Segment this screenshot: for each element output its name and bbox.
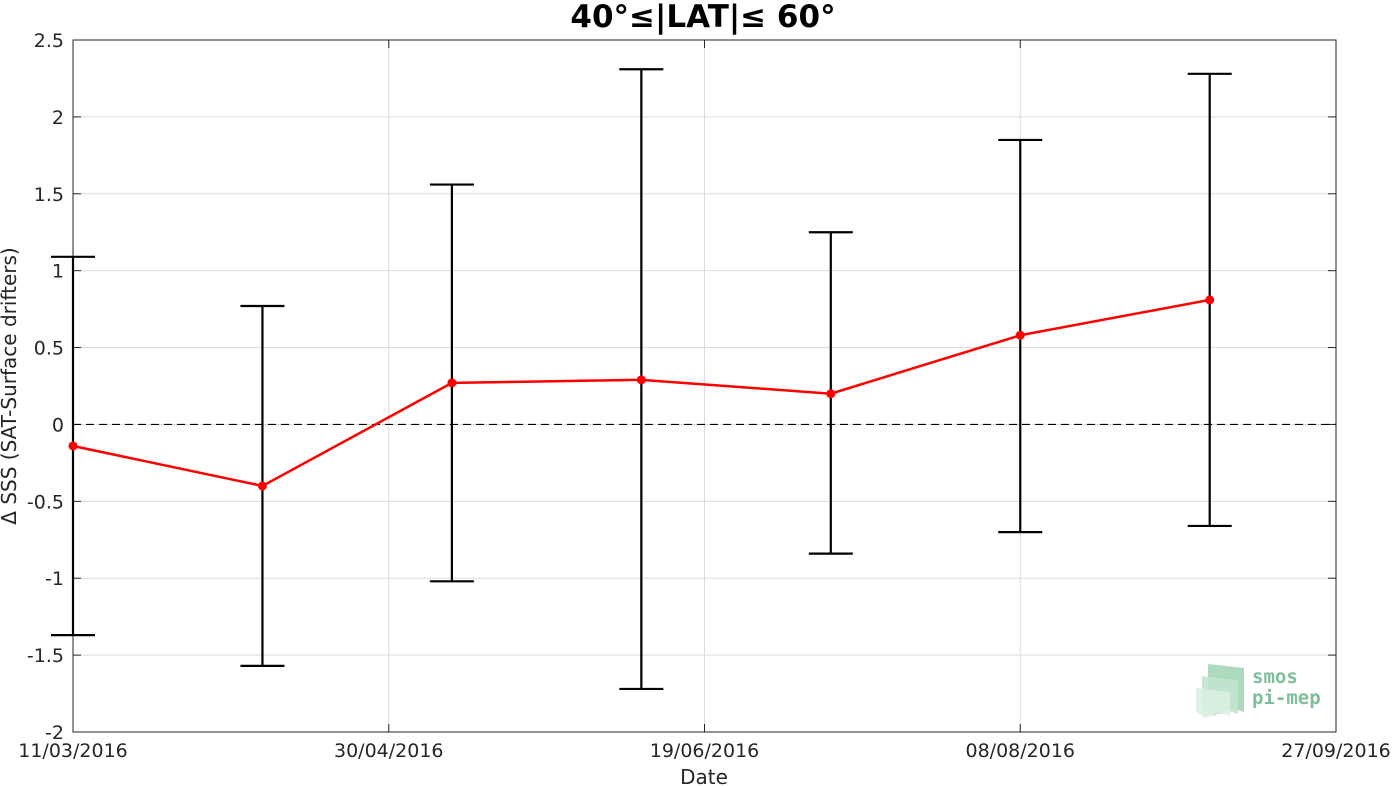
x-tick-label: 11/03/2016 bbox=[18, 740, 128, 762]
logo-mark-icon bbox=[1196, 664, 1244, 718]
data-points bbox=[68, 295, 1215, 491]
logo-text-line2: pi-mep bbox=[1252, 687, 1321, 709]
data-point bbox=[636, 375, 646, 385]
data-point bbox=[68, 441, 78, 451]
x-tick-labels: 11/03/2016 30/04/2016 19/06/2016 08/08/2016… bbox=[18, 740, 1391, 762]
y-tick-label: -2 bbox=[45, 722, 64, 744]
y-tick-label: 1.5 bbox=[34, 184, 64, 206]
x-tick-label: 08/08/2016 bbox=[965, 740, 1075, 762]
data-point bbox=[257, 481, 267, 491]
y-tick-label: 2 bbox=[52, 107, 64, 129]
x-tick-label: 30/04/2016 bbox=[334, 740, 444, 762]
smos-pi-mep-logo: smos pi-mep bbox=[1196, 664, 1321, 718]
data-point bbox=[1205, 295, 1215, 305]
y-axis-label: Δ SSS (SAT-Surface drifters) bbox=[0, 247, 21, 524]
axis-ticks bbox=[72, 39, 1337, 733]
y-tick-label: 1 bbox=[52, 261, 64, 283]
x-tick-label: 27/09/2016 bbox=[1281, 740, 1391, 762]
x-axis-label: Date bbox=[680, 765, 728, 786]
y-tick-label: -1 bbox=[45, 568, 64, 590]
chart-title: 40°≤|LAT|≤ 60° bbox=[570, 0, 835, 35]
data-point bbox=[447, 378, 457, 388]
y-tick-labels: 2.5 2 1.5 1 0.5 0 -0.5 -1 -1.5 -2 bbox=[27, 30, 64, 744]
y-tick-label: 0.5 bbox=[34, 338, 64, 360]
y-tick-label: 0 bbox=[52, 414, 64, 436]
data-point bbox=[1015, 330, 1025, 340]
x-tick-label: 19/06/2016 bbox=[650, 740, 760, 762]
y-tick-label: -0.5 bbox=[27, 491, 64, 513]
data-point bbox=[826, 389, 836, 399]
y-tick-label: -1.5 bbox=[27, 645, 64, 667]
y-tick-label: 2.5 bbox=[34, 30, 64, 52]
logo-text-line1: smos bbox=[1252, 666, 1298, 688]
